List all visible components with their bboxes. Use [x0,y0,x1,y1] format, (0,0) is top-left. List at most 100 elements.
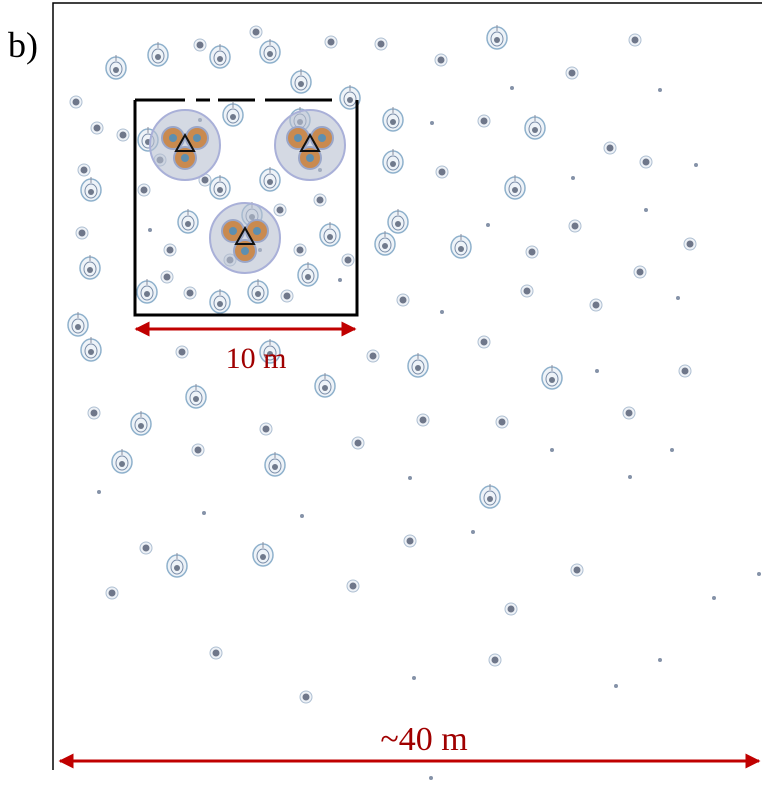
sensor-dot [412,676,416,680]
sensor-core [298,81,304,87]
sensor-core [166,246,174,254]
sensor-core [523,287,531,295]
sensor-dot [658,658,662,662]
sensor-ring-inner [391,215,405,231]
sensor-ring-inner [263,45,277,61]
sensor-dot [676,296,680,300]
sensor-dot [694,163,698,167]
sensor-dot [202,511,206,515]
sensor-core [382,243,388,249]
sub-area-box [133,98,359,317]
sensor-ring-inner [545,371,559,387]
sensor-core [185,221,191,227]
sensor-ring-inner [189,390,203,406]
sensor-core [636,268,644,276]
sensor-core [193,396,199,402]
array-element-core [318,134,326,142]
sensor-dot [97,490,101,494]
sensor-core [642,158,650,166]
sensor-core [255,291,261,297]
sensor-dot [408,476,412,480]
sensor-core [322,385,328,391]
sensor-core [686,240,694,248]
sensor-core [305,274,311,280]
sensor-core [606,144,614,152]
sensor-ring-inner [318,379,332,395]
sensor-core [88,349,94,355]
sensor-ring-inner [71,318,85,334]
sensor-ring-inner [294,75,308,91]
sensor-ring-inner [411,359,425,375]
sensor-dot [595,369,599,373]
sensor-core [419,416,427,424]
sensor-dot [148,228,152,232]
sensor-core [93,124,101,132]
sensor-dot [430,121,434,125]
sensor-dot [670,448,674,452]
sensor-core [72,98,80,106]
sensor-ring-inner [483,490,497,506]
sensor-ring-inner [301,268,315,284]
sensor-core [507,605,515,613]
sensor-ring-inner [378,237,392,253]
sensor-ring-inner [256,548,270,564]
sensor-core [491,656,499,664]
sensor-ring-inner [454,240,468,256]
sensor-ring-inner [213,295,227,311]
sensor-core [163,273,171,281]
sensor-core [327,38,335,46]
sensor-ring-inner [268,458,282,474]
sensor-core [119,131,127,139]
sensor-core [571,222,579,230]
sensor-core [155,54,161,60]
sensor-core [458,246,464,252]
scale-label-large: ~40 m [380,721,467,758]
sensor-ring-inner [226,108,240,124]
sensor-core [80,166,88,174]
sensor-dot [571,176,575,180]
panel-frame [52,2,762,770]
sensor-core [406,537,414,545]
sensor-core [344,256,352,264]
array-element-core [193,134,201,142]
scale-label-small: 10 m [226,342,287,375]
sensor-core [217,187,223,193]
sensor-ring-inner [343,91,357,107]
sensor-ring-inner [263,173,277,189]
sensor-core [390,161,396,167]
sensor-core [487,496,493,502]
sensor-core [217,301,223,307]
sensor-ring-inner [323,228,337,244]
sensor-core [212,649,220,657]
sensor-core [494,37,500,43]
sensor-core [399,296,407,304]
sensor-ring-inner [263,345,277,361]
sensor-core [142,544,150,552]
sensor-core [230,114,236,120]
sensor-ring-inner [213,50,227,66]
sensor-core [88,189,94,195]
sensor-core [113,67,119,73]
sensor-ring-inner [181,215,195,231]
sensor-core [568,69,576,77]
sensor-core [528,248,536,256]
sensor-dot [644,208,648,212]
sensor-ring-inner [109,61,123,77]
sensor-core [377,40,385,48]
sensor-core [532,127,538,133]
sensor-ring-inner [151,48,165,64]
sensor-core [87,267,93,273]
array-triangle [174,132,196,152]
sensor-core [354,439,362,447]
sensor-core [78,229,86,237]
sensor-core [390,119,396,125]
sensor-dot [471,530,475,534]
sensor-ring-inner [490,31,504,47]
sensor-core [415,365,421,371]
sensor-dot [614,684,618,688]
sensor-core [108,589,116,597]
sensor-ring-inner [115,455,129,471]
sensor-ring-inner [84,183,98,199]
sensor-core [631,36,639,44]
